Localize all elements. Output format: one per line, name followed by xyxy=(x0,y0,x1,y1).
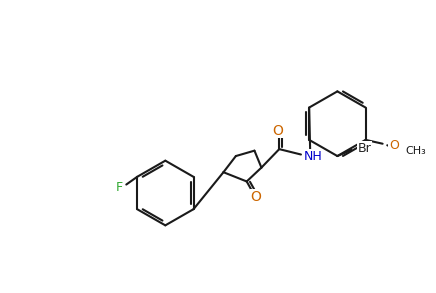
Text: Br: Br xyxy=(358,142,371,155)
Text: F: F xyxy=(116,181,123,194)
Text: NH: NH xyxy=(304,149,323,163)
Text: O: O xyxy=(389,139,399,152)
Text: CH₃: CH₃ xyxy=(406,146,426,156)
Text: O: O xyxy=(272,124,283,138)
Text: O: O xyxy=(251,190,262,204)
